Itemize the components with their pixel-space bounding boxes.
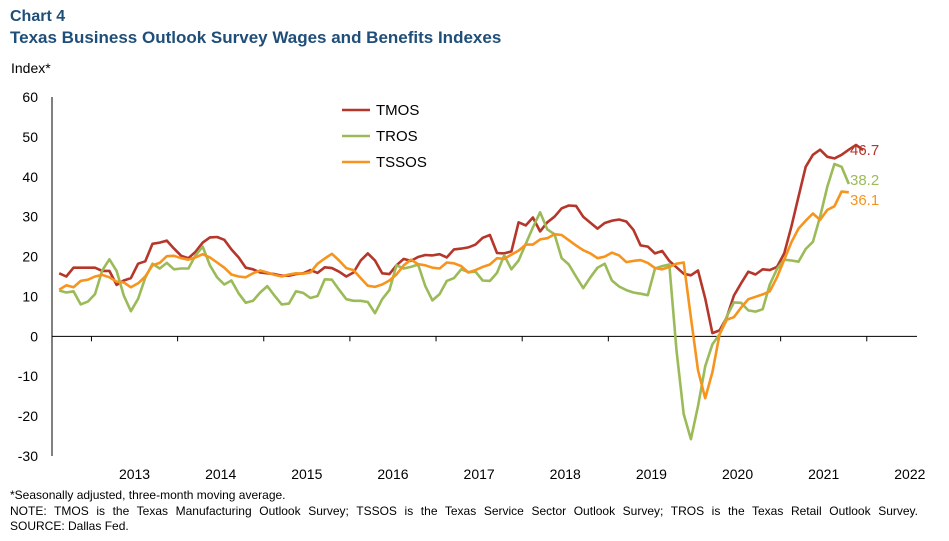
title-block: Chart 4 Texas Business Outlook Survey Wa… <box>10 7 501 48</box>
line-chart: -30 -20 -10 0 10 20 30 40 50 60 2013 2014 2015 2016 20… <box>18 89 926 480</box>
x-tick-label: 2016 <box>377 466 408 480</box>
end-label-tssos: 36.1 <box>850 192 879 209</box>
chart-title: Texas Business Outlook Survey Wages and … <box>10 28 502 47</box>
note-source: SOURCE: Dallas Fed. <box>10 519 129 533</box>
x-tick-label: 2014 <box>205 466 236 480</box>
y-tick-label: 40 <box>22 169 38 185</box>
x-tick-label: 2019 <box>636 466 667 480</box>
x-tick-label: 2015 <box>291 466 322 480</box>
series-line-tssos <box>58 190 849 400</box>
x-tick-label: 2021 <box>808 466 839 480</box>
x-tick-label: 2020 <box>722 466 753 480</box>
end-label-tmos: 46.7 <box>850 142 879 159</box>
y-tick-label: 30 <box>22 209 38 225</box>
chart-series-lines <box>58 143 864 441</box>
x-tick-label: 2018 <box>550 466 581 480</box>
legend-label-tssos: TSSOS <box>376 154 427 171</box>
legend-label-tmos: TMOS <box>376 102 419 119</box>
y-tick-label: -30 <box>18 448 38 464</box>
x-tick-label: 2017 <box>464 466 495 480</box>
y-tick-label: 60 <box>22 89 38 105</box>
y-tick-label: 20 <box>22 249 38 265</box>
y-tick-label: -10 <box>18 368 38 384</box>
y-tick-label: 0 <box>30 328 38 344</box>
x-tick-label: 2013 <box>119 466 150 480</box>
x-tick-label: 2022 <box>894 466 925 480</box>
chart-end-labels: 46.7 38.2 36.1 <box>850 142 879 209</box>
end-label-tros: 38.2 <box>850 172 879 189</box>
y-axis-unit-label: Index* <box>11 60 51 76</box>
legend-label-tros: TROS <box>376 128 418 145</box>
y-tick-label: -20 <box>18 408 38 424</box>
chart-notes: *Seasonally adjusted, three-month moving… <box>10 488 940 535</box>
series-line-tros <box>58 162 850 441</box>
chart-legend: TMOS TROS TSSOS <box>342 102 427 171</box>
chart-axes: -30 -20 -10 0 10 20 30 40 50 60 2013 2014 2015 2016 20… <box>18 89 926 480</box>
chart-number: Chart 4 <box>10 8 66 25</box>
note-survey-definitions: NOTE: TMOS is the Texas Manufacturing Ou… <box>10 503 918 518</box>
note-seasonal: *Seasonally adjusted, three-month moving… <box>10 488 286 502</box>
y-tick-label: 50 <box>22 129 38 145</box>
y-tick-label: 10 <box>22 288 38 304</box>
